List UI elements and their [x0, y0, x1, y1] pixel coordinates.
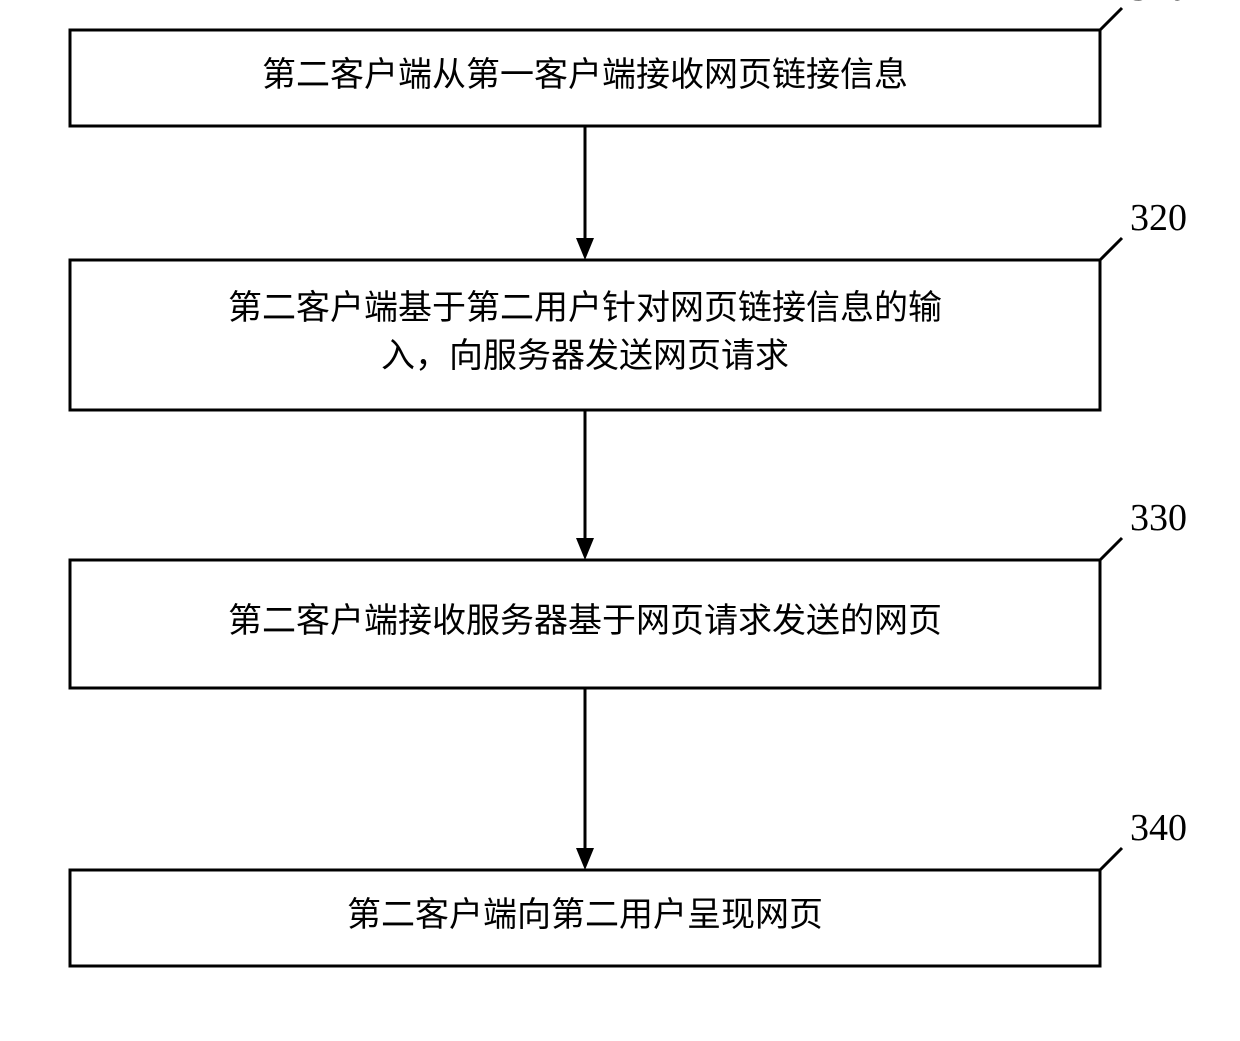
flow-step-text: 第二客户端向第二用户呈现网页 — [347, 896, 823, 934]
step-label: 310 — [1130, 0, 1187, 9]
flowchart-canvas: 第二客户端从第一客户端接收网页链接信息 310 第二客户端基于第二用户针对网页链接信… — [0, 0, 1240, 1041]
step-label: 320 — [1130, 197, 1187, 239]
flow-step-text: 第二客户端接收服务器基于网页请求发送的网页 — [228, 602, 942, 640]
step-label: 340 — [1130, 807, 1187, 849]
flow-step-box — [70, 260, 1100, 410]
flow-step-text: 第二客户端基于第二用户针对网页链接信息的输 — [228, 289, 942, 327]
step-label: 330 — [1130, 497, 1187, 539]
flow-step-text: 第二客户端从第一客户端接收网页链接信息 — [262, 56, 908, 94]
flow-step-text: 入，向服务器发送网页请求 — [381, 337, 789, 375]
